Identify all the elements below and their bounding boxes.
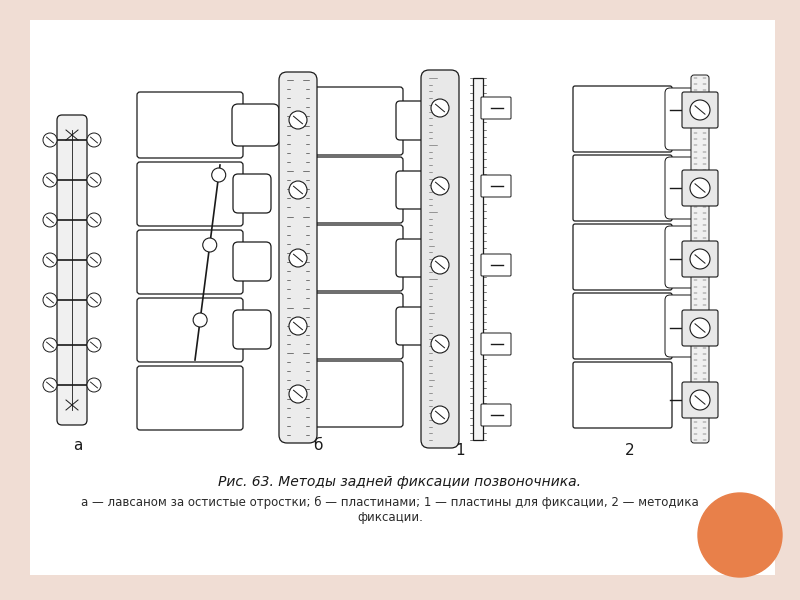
FancyBboxPatch shape (573, 155, 672, 221)
Text: а — лавсаном за остистые отростки; б — пластинами; 1 — пластины для фиксации, 2 : а — лавсаном за остистые отростки; б — п… (81, 496, 699, 509)
FancyBboxPatch shape (682, 170, 718, 206)
FancyBboxPatch shape (396, 171, 429, 209)
FancyBboxPatch shape (682, 382, 718, 418)
FancyBboxPatch shape (137, 92, 243, 158)
FancyBboxPatch shape (481, 333, 511, 355)
FancyBboxPatch shape (481, 97, 511, 119)
FancyBboxPatch shape (233, 174, 271, 213)
Circle shape (193, 313, 207, 327)
Circle shape (289, 249, 307, 267)
FancyBboxPatch shape (691, 75, 709, 443)
FancyBboxPatch shape (682, 92, 718, 128)
FancyBboxPatch shape (665, 88, 705, 150)
FancyBboxPatch shape (573, 224, 672, 290)
Circle shape (690, 100, 710, 120)
Circle shape (43, 338, 57, 352)
FancyBboxPatch shape (233, 242, 271, 281)
Bar (473, 78, 483, 440)
FancyBboxPatch shape (57, 115, 87, 425)
Circle shape (87, 173, 101, 187)
FancyBboxPatch shape (396, 307, 429, 345)
FancyBboxPatch shape (137, 162, 243, 226)
Circle shape (431, 177, 449, 195)
Circle shape (289, 385, 307, 403)
FancyBboxPatch shape (137, 298, 243, 362)
Circle shape (690, 318, 710, 338)
FancyBboxPatch shape (573, 86, 672, 152)
Circle shape (289, 317, 307, 335)
FancyBboxPatch shape (307, 225, 403, 291)
FancyBboxPatch shape (573, 362, 672, 428)
Text: фиксации.: фиксации. (357, 511, 423, 524)
Circle shape (43, 293, 57, 307)
FancyBboxPatch shape (665, 226, 705, 288)
FancyBboxPatch shape (137, 230, 243, 294)
Circle shape (87, 293, 101, 307)
Circle shape (431, 99, 449, 117)
FancyBboxPatch shape (232, 104, 279, 146)
FancyBboxPatch shape (396, 101, 429, 140)
Circle shape (431, 335, 449, 353)
Circle shape (87, 378, 101, 392)
FancyBboxPatch shape (396, 239, 429, 277)
Circle shape (87, 338, 101, 352)
Text: 2: 2 (625, 443, 635, 458)
FancyBboxPatch shape (233, 310, 271, 349)
Circle shape (289, 181, 307, 199)
Circle shape (43, 253, 57, 267)
FancyBboxPatch shape (682, 241, 718, 277)
Circle shape (202, 238, 217, 252)
Circle shape (289, 111, 307, 129)
Text: 1: 1 (455, 443, 465, 458)
Circle shape (43, 133, 57, 147)
FancyBboxPatch shape (573, 293, 672, 359)
FancyBboxPatch shape (421, 70, 459, 448)
FancyBboxPatch shape (279, 72, 317, 443)
FancyBboxPatch shape (137, 366, 243, 430)
FancyBboxPatch shape (481, 175, 511, 197)
FancyBboxPatch shape (30, 20, 775, 575)
FancyBboxPatch shape (307, 87, 403, 155)
Text: Рис. 63. Методы задней фиксации позвоночника.: Рис. 63. Методы задней фиксации позвоноч… (218, 475, 582, 489)
FancyBboxPatch shape (665, 295, 705, 357)
Circle shape (690, 249, 710, 269)
Text: б: б (314, 438, 322, 453)
FancyBboxPatch shape (682, 310, 718, 346)
Text: а: а (74, 438, 82, 453)
Circle shape (431, 256, 449, 274)
Circle shape (431, 406, 449, 424)
Circle shape (87, 213, 101, 227)
FancyBboxPatch shape (481, 404, 511, 426)
FancyBboxPatch shape (307, 293, 403, 359)
FancyBboxPatch shape (307, 361, 403, 427)
FancyBboxPatch shape (665, 157, 705, 219)
Circle shape (87, 133, 101, 147)
Circle shape (212, 168, 226, 182)
Circle shape (87, 253, 101, 267)
Circle shape (690, 178, 710, 198)
Circle shape (43, 213, 57, 227)
Circle shape (698, 493, 782, 577)
FancyBboxPatch shape (307, 157, 403, 223)
Circle shape (43, 378, 57, 392)
FancyBboxPatch shape (481, 254, 511, 276)
Circle shape (690, 390, 710, 410)
Circle shape (43, 173, 57, 187)
